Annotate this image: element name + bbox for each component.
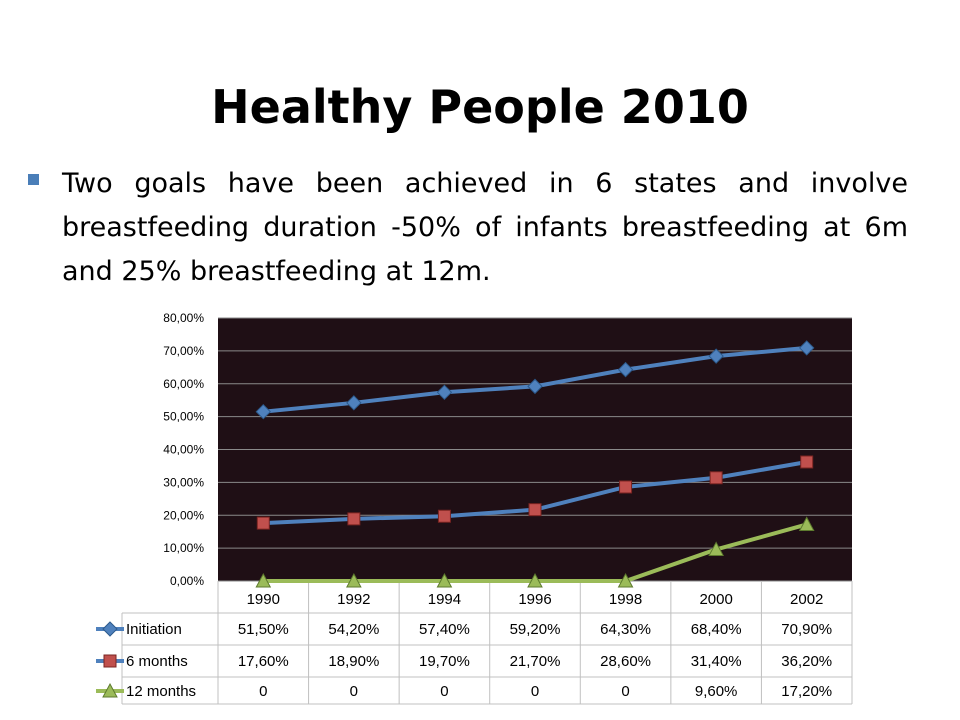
data-label-initiation: 57,40% [419,621,470,638]
data-point-12-months [346,572,362,588]
data-label-12-months: 0 [259,683,267,700]
y-tick-label: 20,00% [163,508,204,522]
data-point-12-months [527,572,543,588]
data-point-initiation [617,361,634,378]
data-label-12-months: 9,60% [695,683,738,700]
y-tick-label: 30,00% [163,475,204,489]
x-tick-label: 1994 [428,591,461,608]
data-label-12-months: 0 [531,683,539,700]
data-point-12-months [708,541,724,556]
data-label-6-months: 21,70% [510,653,561,670]
x-tick-label: 2002 [790,591,823,608]
data-label-initiation: 68,40% [691,621,742,638]
legend-label-6-months: 6 months [126,653,188,670]
data-point-6-months [709,471,723,485]
data-point-12-months [255,572,272,588]
data-point-initiation [527,378,543,395]
data-label-12-months: 17,20% [781,683,832,700]
legend-marker-6-months [103,654,117,668]
x-tick-label: 1990 [247,591,280,608]
data-label-6-months: 17,60% [238,653,289,670]
data-point-initiation [799,340,815,356]
data-point-initiation [255,403,271,420]
square-bullet-icon [28,174,39,185]
data-point-12-months [436,572,453,588]
data-label-6-months: 18,90% [328,653,379,670]
x-tick-label: 2000 [699,591,732,608]
y-tick-label: 50,00% [163,410,204,424]
data-label-6-months: 36,20% [781,653,832,670]
data-label-12-months: 0 [440,683,448,700]
y-tick-label: 40,00% [163,443,204,457]
data-point-6-months [347,512,361,526]
data-point-6-months [800,455,814,469]
data-label-initiation: 64,30% [600,621,651,638]
x-tick-label: 1992 [337,591,370,608]
data-label-initiation: 59,20% [510,621,561,638]
data-point-initiation [346,395,362,411]
data-label-initiation: 51,50% [238,621,289,638]
legend-label-initiation: Initiation [126,621,182,638]
data-point-6-months [256,516,270,530]
data-point-6-months [619,480,633,494]
y-tick-label: 10,00% [163,541,204,555]
data-label-6-months: 19,70% [419,653,470,670]
data-label-initiation: 70,90% [781,621,832,638]
data-point-6-months [528,503,542,517]
data-point-6-months [437,509,451,523]
data-label-6-months: 31,40% [691,653,742,670]
data-point-12-months [798,516,815,531]
legend-marker-12-months [102,682,118,698]
y-tick-label: 60,00% [163,377,204,391]
data-label-12-months: 0 [621,683,629,700]
legend-label-12-months: 12 months [126,683,196,700]
y-tick-label: 0,00% [170,574,204,588]
y-tick-label: 80,00% [163,311,204,325]
x-tick-label: 1996 [518,591,551,608]
data-label-initiation: 54,20% [328,621,379,638]
data-point-initiation [708,348,724,364]
data-label-6-months: 28,60% [600,653,651,670]
slide-title: Healthy People 2010 [211,80,749,134]
x-tick-label: 1998 [609,591,642,608]
legend-marker-initiation [102,621,118,637]
breastfeeding-line-chart: 0,00% 10,00% 20,00% 30,00% 40,00% 50,00% 60,00… [96,311,853,705]
data-label-12-months: 0 [350,683,358,700]
data-point-12-months [617,572,634,588]
data-point-initiation [436,384,453,401]
y-tick-label: 70,00% [163,344,204,358]
bullet-text: Two goals have been achieved in 6 states… [62,168,908,287]
